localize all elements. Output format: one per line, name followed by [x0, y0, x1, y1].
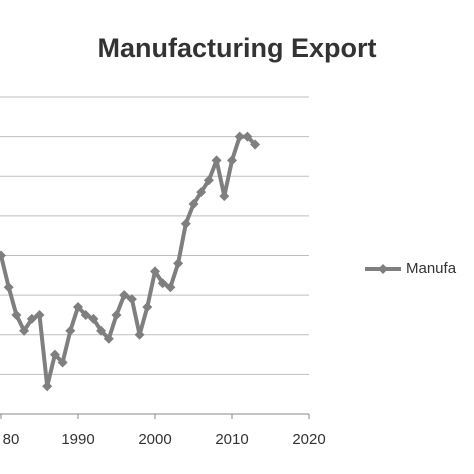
data-point [142, 302, 153, 313]
data-point [250, 139, 261, 150]
chart-title: Manufacturing Export [97, 33, 376, 63]
x-tick-label: 2000 [138, 431, 171, 448]
data-point [119, 290, 130, 301]
data-point [88, 313, 99, 324]
data-point [157, 278, 168, 289]
data-point [65, 325, 76, 336]
data-point [219, 191, 230, 202]
data-point [96, 325, 107, 336]
data-point [111, 309, 122, 320]
x-tick-label: 2020 [292, 431, 325, 448]
data-point [234, 131, 245, 142]
data-point [42, 381, 53, 392]
data-point [0, 250, 6, 261]
data-point [134, 329, 145, 340]
legend-marker [378, 264, 388, 274]
data-point [73, 302, 83, 313]
data-point [242, 131, 253, 142]
data-line [0, 134, 257, 389]
data-point [103, 333, 114, 344]
data-point [126, 294, 137, 305]
data-point [49, 349, 60, 360]
data-point [188, 198, 199, 209]
data-point [173, 258, 184, 269]
data-point [80, 309, 91, 320]
data-point [3, 282, 14, 293]
x-tick-label: 1990 [61, 431, 94, 448]
data-point [34, 309, 45, 320]
data-point [227, 155, 237, 166]
data-point [26, 313, 37, 324]
data-point [57, 357, 68, 368]
data-point [19, 325, 30, 336]
data-point [150, 266, 160, 277]
data-point [203, 175, 214, 186]
data-point [211, 155, 222, 166]
data-point [196, 187, 207, 198]
data-point [165, 282, 176, 293]
data-point [11, 309, 22, 320]
data-point [180, 218, 191, 229]
legend-label: Manufa [406, 260, 457, 277]
x-tick-label: 2010 [215, 431, 248, 448]
x-tick-label: 80 [3, 431, 20, 448]
